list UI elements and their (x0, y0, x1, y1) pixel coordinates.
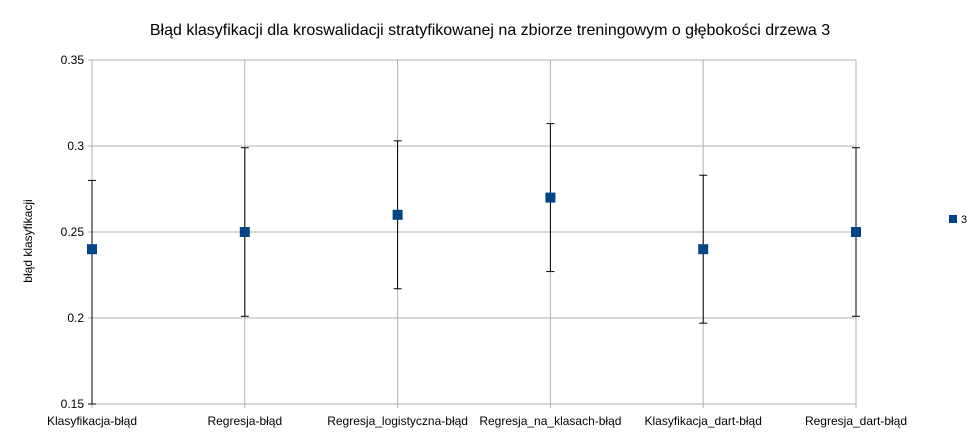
chart-title: Błąd klasyfikacji dla kroswalidacji stra… (150, 22, 830, 39)
y-tick-label: 0.3 (67, 139, 84, 153)
data-point (851, 227, 861, 237)
y-tick-label: 0.35 (61, 53, 85, 67)
y-tick-label: 0.25 (61, 225, 85, 239)
plot-area: 0.15 0.2 0.25 0.3 0.35 Klasyfikacja-błąd Regre… (47, 53, 907, 428)
legend-label: 3 (961, 214, 967, 226)
data-point (545, 192, 556, 203)
x-tick-label: Regresja_logistyczna-błąd (327, 414, 468, 428)
x-tick-label: Klasyfikacja_dart-błąd (644, 414, 761, 428)
y-tick-label: 0.2 (67, 311, 84, 325)
x-tick-label: Regresja-błąd (207, 414, 282, 428)
legend: 3 (949, 214, 967, 226)
data-point (392, 209, 403, 220)
x-tick-label: Klasyfikacja-błąd (47, 414, 137, 428)
x-tick-label: Regresja_na_klasach-błąd (479, 414, 621, 428)
x-tick-label: Regresja_dart-błąd (805, 414, 907, 428)
data-point (87, 244, 97, 255)
y-tick-label: 0.15 (61, 397, 85, 411)
data-point (698, 244, 709, 255)
legend-marker (949, 215, 957, 223)
y-axis-label: błąd klasyfikacji (21, 199, 35, 282)
data-point (239, 227, 250, 237)
